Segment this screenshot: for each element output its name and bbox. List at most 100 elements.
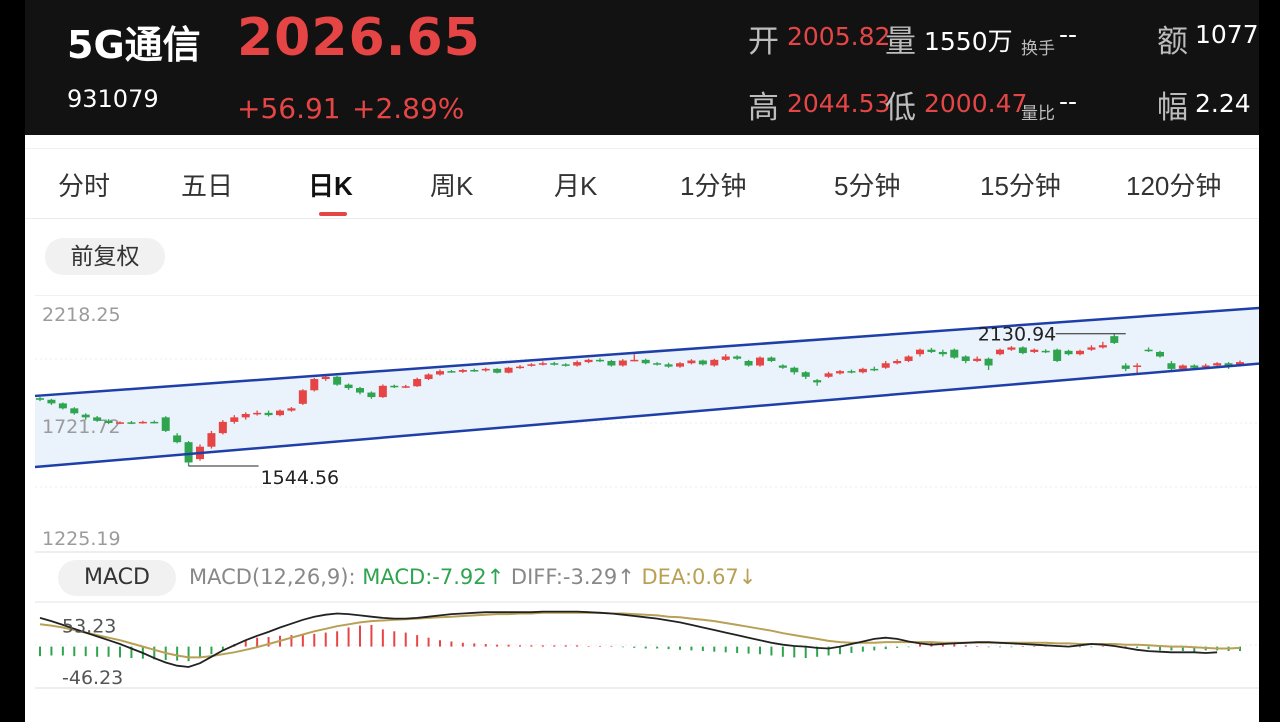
candle-body [481,368,490,371]
volume-label: 量 [885,24,916,60]
candle-body [916,349,924,355]
tab-intraday[interactable]: 分时 [58,171,111,201]
candle-body [561,364,570,366]
price-change-pct: +2.89% [352,92,465,125]
candle-body [596,359,604,362]
candle-body [378,385,387,398]
candle-body [138,421,147,424]
candle-body [1018,347,1027,354]
open-value: 2005.82 [787,22,891,51]
tab-15min[interactable]: 15分钟 [980,171,1061,201]
candle-body [173,435,182,443]
candle-body [904,356,913,361]
candle-body [321,376,330,380]
candle-body [104,420,113,424]
candle-body [470,369,479,372]
indicator-select-button[interactable]: MACD [58,560,176,596]
amplitude-value: 2.24 [1195,89,1251,118]
candle-body [973,358,982,361]
index-code: 931079 [67,85,159,113]
amount-value: 1077 [1195,20,1259,49]
amplitude-label: 幅 [1157,90,1188,126]
candle-body [961,356,970,361]
candle-body [550,363,559,365]
candle-body [424,374,433,380]
low-marker-label: 1544.56 [261,467,340,489]
candle-body [1041,350,1050,353]
candle-body [344,384,353,389]
candle-body [756,357,764,366]
header-separator [25,135,1259,149]
candle-body [264,412,273,416]
candle-body [504,367,513,373]
price-axis-label: 1225.19 [42,528,121,550]
stock-detail-screen: 5G通信 931079 2026.65 +56.91 +2.89% 开 2005… [25,0,1259,722]
candle-body [767,357,776,361]
candle-body [927,349,936,352]
macd-value: MACD:-7.92↑ [362,565,505,589]
candle-body [893,360,902,364]
candle-body [447,371,456,373]
macd-axis-label: -46.23 [62,667,123,689]
candle-body [1007,347,1016,350]
candle-body [881,363,890,368]
candle-body [744,360,753,366]
diff-value: DIFF:-3.29↑ [510,565,635,589]
candle-body [1110,336,1119,343]
candle-body [573,362,582,366]
vol-ratio-label: 量比 [1021,104,1055,124]
candle-body [390,385,399,388]
candle-body [676,363,684,367]
candle-body [493,368,502,373]
candle-body [950,349,959,358]
candle-body [1133,365,1142,367]
candle-body [253,412,262,415]
candle-body [836,371,844,374]
candle-body [241,413,250,418]
candle-body [1053,349,1062,361]
candle-body [1178,365,1187,369]
tab-five-day[interactable]: 五日 [181,171,234,201]
candle-body [70,408,79,414]
high-label: 高 [748,90,779,126]
candle-body [401,386,410,388]
adjust-mode-button[interactable]: 前复权 [45,238,165,275]
candle-body [996,349,1004,355]
candle-body [436,371,444,375]
tab-weekly-k[interactable]: 周K [430,171,474,201]
candle-body [1156,351,1164,357]
candle-body [218,421,227,434]
low-label: 低 [885,90,916,126]
candle-body [1064,350,1073,355]
tab-monthly-k[interactable]: 月K [554,171,598,201]
candle-body [207,433,216,447]
candle-body [150,421,159,424]
candle-body [710,359,719,366]
tab-120min[interactable]: 120分钟 [1126,171,1222,201]
diff-line [39,610,1218,668]
candle-body [1224,363,1233,367]
open-label: 开 [748,24,779,60]
tab-daily-k[interactable]: 日K [308,171,353,201]
candle-body [824,373,833,377]
candle-body [47,399,56,404]
quote-header: 5G通信 931079 2026.65 +56.91 +2.89% 开 2005… [25,0,1259,135]
candle-body [367,392,376,398]
candle-body [1144,349,1153,352]
macd-params: MACD(12,26,9): [189,565,356,589]
dea-line [39,611,1241,659]
candle-body [813,380,822,383]
tab-1min[interactable]: 1分钟 [680,171,747,201]
channel-upper-line [34,306,1259,398]
candle-body [127,422,136,424]
volume-value: 1550万 [924,27,1013,56]
candle-body [298,390,307,404]
candle-body [1076,350,1084,355]
candle-body [36,398,44,400]
candle-body [333,376,342,385]
candle-body [870,368,879,371]
high-marker-label: 2130.94 [978,324,1057,346]
candle-body [938,351,947,355]
tab-5min[interactable]: 5分钟 [834,171,901,201]
amount-label: 额 [1157,24,1188,60]
